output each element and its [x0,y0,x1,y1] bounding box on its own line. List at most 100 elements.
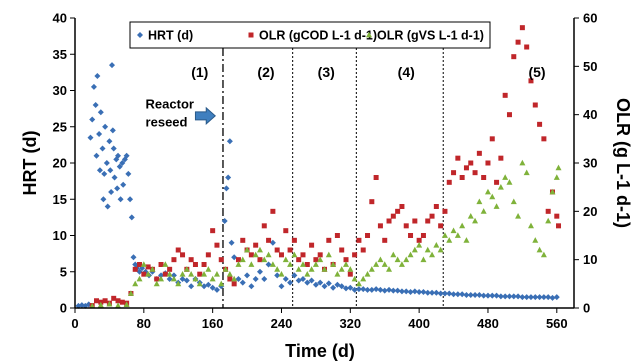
data-point [398,288,405,295]
legend-label: OLR (gVS L-1 d-1) [377,29,484,43]
data-point [472,217,479,224]
data-point [205,266,212,272]
data-point [446,237,453,243]
data-point [248,283,255,290]
x-tick-label: 400 [408,316,430,331]
data-point [441,290,448,297]
data-point [480,292,487,299]
data-point [556,223,562,229]
data-point [347,266,354,272]
data-point [528,78,534,84]
data-point [373,286,380,293]
data-point [201,270,208,277]
x-tick-label: 160 [202,316,224,331]
data-point [527,222,534,229]
data-point [158,272,165,279]
data-point [110,145,117,152]
data-point [102,298,108,304]
data-point [489,136,495,142]
x-tick-label: 0 [71,316,78,331]
data-point [532,294,539,301]
data-point [476,291,483,298]
data-point [92,102,99,108]
data-point [373,175,379,180]
data-point [175,280,182,287]
data-point [484,292,491,299]
data-point [451,170,457,176]
data-point [553,294,560,301]
data-point [274,247,280,253]
data-point [467,212,474,219]
data-point [291,251,298,258]
data-point [221,218,228,224]
phase-label: (5) [528,64,545,80]
data-point [296,257,302,263]
data-point [485,160,491,166]
data-point [244,246,251,253]
data-point [416,289,423,296]
data-point [97,109,104,116]
data-point [343,261,350,267]
data-point [119,299,125,305]
data-point [252,251,259,258]
data-point [390,287,397,294]
y-tick-label: 0 [60,301,67,316]
data-point [103,160,110,166]
data-point [309,242,315,248]
y2-tick-label: 40 [583,107,597,122]
data-point [158,262,164,267]
data-point [192,275,199,282]
data-point [334,270,341,277]
data-point [502,293,509,300]
y-tick-label: 35 [53,47,67,62]
data-point [352,252,358,258]
data-point [360,286,367,293]
data-point [360,247,366,253]
data-point [532,102,538,108]
data-point [111,174,118,181]
data-point [510,293,517,300]
data-point [347,271,353,277]
data-point [403,223,409,229]
data-point [299,276,306,282]
y-tick-label: 40 [53,11,67,26]
data-point [235,257,241,263]
data-point [235,261,242,267]
y-tick-label: 30 [53,83,67,98]
data-point [115,152,122,159]
data-point [94,73,101,79]
data-point [136,268,143,275]
data-point [170,272,177,279]
data-point [209,284,216,291]
data-point [368,286,375,293]
x-tick-label: 480 [477,316,499,331]
data-point [89,116,96,123]
data-point [162,261,169,267]
data-point [196,280,203,287]
legend-label: HRT (d) [148,29,193,43]
data-point [149,266,156,272]
data-point [266,237,272,243]
phase-label: (3) [318,64,335,80]
data-point [308,266,315,272]
data-point [467,291,474,298]
data-point [201,262,207,267]
data-point [278,283,285,290]
data-point [321,283,328,290]
data-point [519,294,526,301]
data-point [420,256,427,263]
data-point [446,179,452,185]
y-tick-label: 20 [53,156,67,171]
reseed-note-line2: reseed [146,115,188,130]
data-point [411,288,418,295]
data-point [188,283,195,290]
data-point [282,276,289,282]
data-point [382,237,388,243]
data-point [145,264,151,270]
series-0 [75,62,560,309]
data-point [115,298,121,304]
data-point [420,289,427,296]
data-point [425,218,431,224]
data-point [317,279,324,286]
data-point [89,302,96,309]
